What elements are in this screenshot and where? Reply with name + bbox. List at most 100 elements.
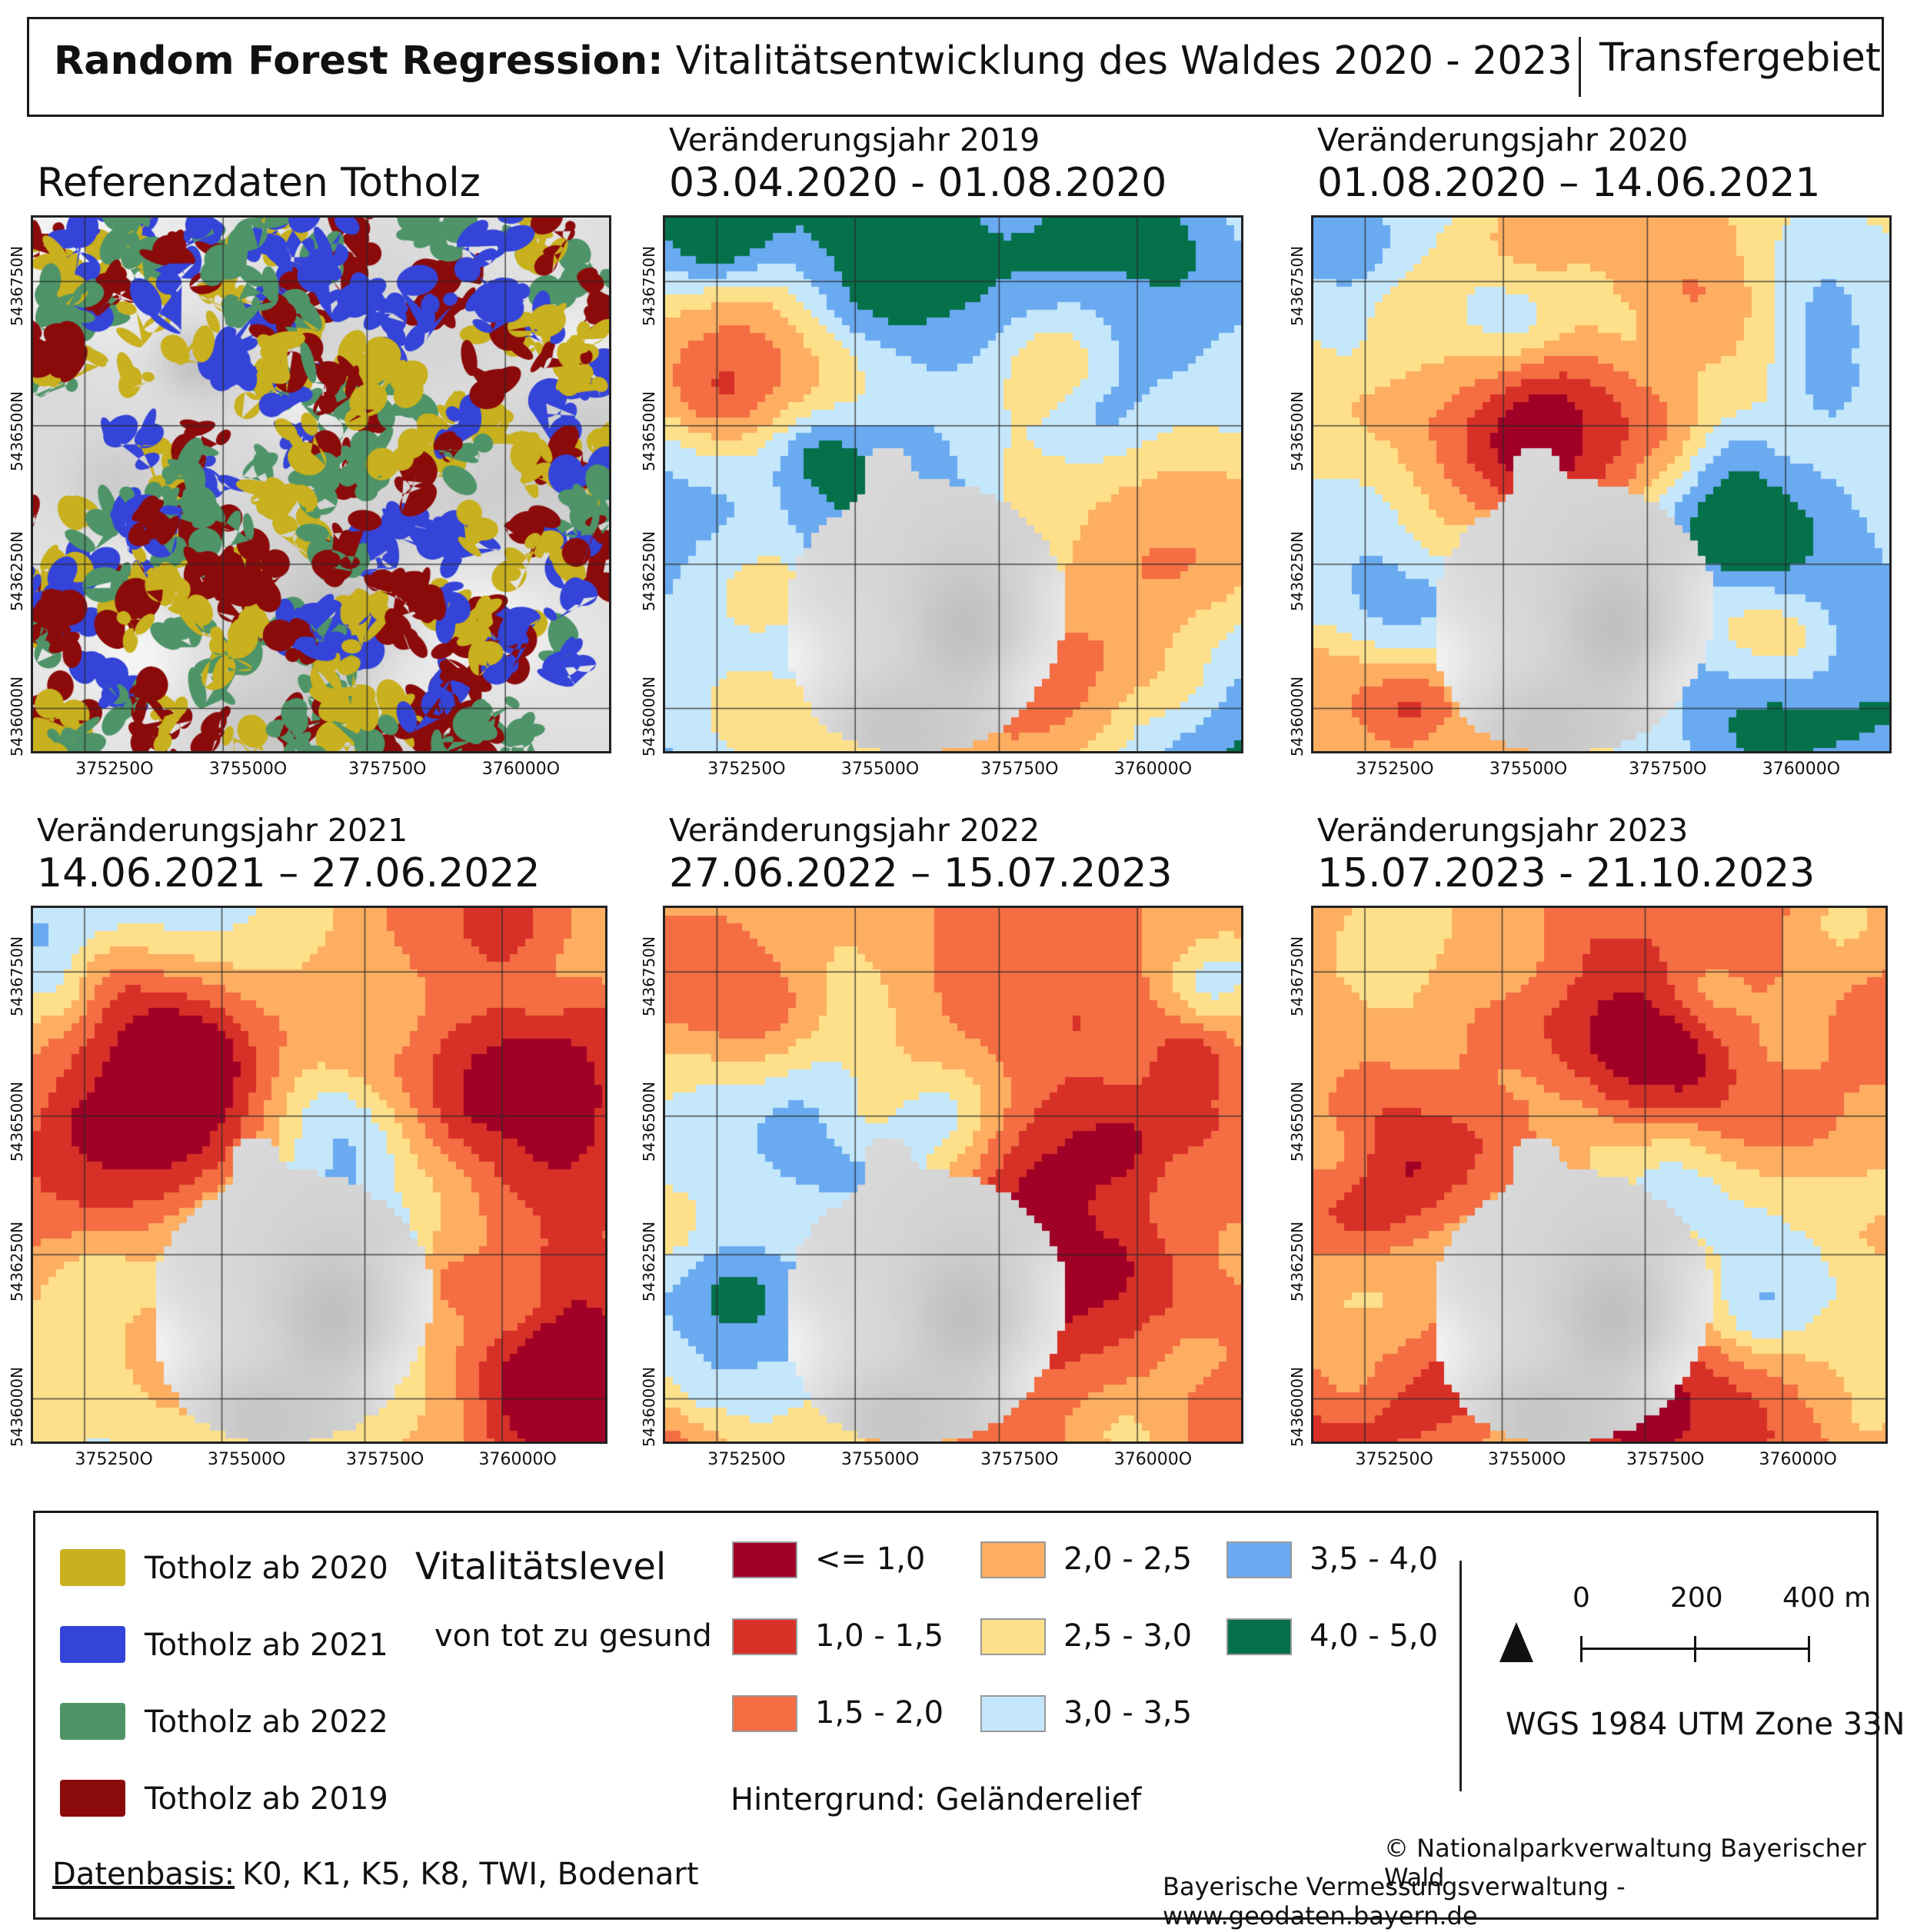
x-tick-label: 375250O [75,760,153,779]
x-tick-label: 375250O [1356,760,1433,779]
vitality-map [1311,906,1888,1444]
x-tick-label: 376000O [1114,760,1192,779]
deadwood-reference-map [31,215,611,753]
deadwood-swatch [60,1703,125,1740]
scale-tick [1580,1636,1583,1662]
deadwood-label: Totholz ab 2019 [145,1781,388,1817]
x-tick-label: 376000O [1114,1450,1192,1469]
scale-label: 200 [1670,1582,1723,1614]
area-label: Transfergebiet [1599,35,1881,81]
x-tick-label: 375250O [707,1450,785,1469]
deadwood-swatch [60,1626,125,1663]
map-date-range: 03.04.2020 - 01.08.2020 [669,160,1166,206]
x-tick-label: 375500O [1489,760,1567,779]
y-tick-label: 5436000N [8,677,26,757]
vitality-class-label: 1,5 - 2,0 [815,1695,944,1731]
y-tick-label: 5436750N [640,246,658,326]
title-separator [1579,37,1581,97]
vitality-class-label: 2,0 - 2,5 [1063,1541,1192,1577]
deadwood-label: Totholz ab 2021 [145,1628,388,1663]
scale-label: 400 m [1782,1582,1871,1614]
y-tick-label: 5436500N [8,391,26,471]
map-period-label: Veränderungsjahr 2019 [669,121,1040,158]
x-tick-label: 375750O [1626,1450,1704,1469]
deadwood-swatch [60,1549,125,1586]
vitality-map [1311,215,1892,753]
x-tick-label: 376000O [1759,1450,1837,1469]
x-tick-label: 376000O [1762,760,1840,779]
map-period-label: Veränderungsjahr 2020 [1317,121,1688,158]
y-tick-label: 5436250N [1288,531,1306,611]
vitality-class-label: 1,0 - 1,5 [815,1618,944,1654]
y-tick-label: 5436750N [8,936,26,1016]
map-date-range: 01.08.2020 – 14.06.2021 [1317,160,1821,206]
vitality-class-swatch [980,1541,1046,1578]
map-date-range: 14.06.2021 – 27.06.2022 [37,850,541,896]
y-tick-label: 5436250N [640,531,658,611]
y-tick-label: 5436000N [8,1367,26,1447]
vitality-subtitle: von tot zu gesund [434,1618,712,1654]
y-tick-label: 5436250N [8,1222,26,1302]
scale-label: 0 [1573,1582,1590,1614]
y-tick-label: 5436250N [640,1222,658,1302]
vitality-class-swatch [980,1695,1046,1732]
vitality-title: Vitalitätslevel [415,1545,666,1588]
map-heading: Referenzdaten Totholz [37,160,481,206]
x-tick-label: 375250O [707,760,785,779]
x-tick-label: 375250O [75,1450,153,1469]
map-date-range: 15.07.2023 - 21.10.2023 [1317,850,1815,896]
vitality-class-swatch [980,1618,1046,1655]
x-tick-label: 375500O [208,1450,285,1469]
vitality-class-label: 2,5 - 3,0 [1063,1618,1192,1654]
y-tick-label: 5436750N [1288,246,1306,326]
map-title: Random Forest Regression: Vitalitätsentw… [54,38,1573,84]
vitality-class-label: 3,0 - 3,5 [1063,1695,1192,1731]
background-note: Hintergrund: Geländerelief [731,1782,1141,1817]
vitality-map [31,906,607,1444]
y-tick-label: 5436500N [8,1082,26,1162]
deadwood-label: Totholz ab 2022 [145,1704,388,1740]
y-tick-label: 5436500N [1288,391,1306,471]
y-tick-label: 5436000N [1288,677,1306,757]
vitality-class-swatch [1226,1541,1292,1578]
x-tick-label: 375750O [346,1450,424,1469]
credit-line: Bayerische Vermessungsverwaltung - www.g… [1163,1872,1907,1930]
vitality-class-swatch [732,1541,797,1578]
y-tick-label: 5436750N [1288,936,1306,1016]
x-tick-label: 375750O [1629,760,1706,779]
x-tick-label: 375500O [1488,1450,1566,1469]
y-tick-label: 5436500N [640,1082,658,1162]
y-tick-label: 5436750N [640,936,658,1016]
x-tick-label: 376000O [482,760,560,779]
scale-tick [1694,1636,1696,1662]
map-date-range: 27.06.2022 – 15.07.2023 [669,850,1173,896]
x-tick-label: 375500O [841,760,919,779]
x-tick-label: 375500O [209,760,287,779]
vitality-class-swatch [732,1695,797,1732]
x-tick-label: 375500O [841,1450,919,1469]
y-tick-label: 5436500N [640,391,658,471]
x-tick-label: 375250O [1356,1450,1433,1469]
y-tick-label: 5436000N [640,677,658,757]
x-tick-label: 375750O [980,760,1058,779]
y-tick-label: 5436500N [1288,1082,1306,1162]
y-tick-label: 5436000N [1288,1367,1306,1447]
vitality-class-swatch [1226,1618,1292,1655]
legend-divider [1459,1561,1462,1791]
y-tick-label: 5436000N [640,1367,658,1447]
x-tick-label: 375750O [348,760,426,779]
vitality-class-swatch [732,1618,797,1655]
scale-tick [1808,1636,1810,1662]
vitality-class-label: 3,5 - 4,0 [1310,1541,1438,1577]
crs-label: WGS 1984 UTM Zone 33N [1506,1707,1905,1742]
x-tick-label: 376000O [479,1450,557,1469]
y-tick-label: 5436750N [8,246,26,326]
map-period-label: Veränderungsjahr 2021 [37,812,408,849]
map-period-label: Veränderungsjahr 2022 [669,812,1040,849]
deadwood-swatch [60,1780,125,1817]
datenbasis-label: Datenbasis: [52,1857,235,1892]
y-tick-label: 5436250N [8,531,26,611]
x-tick-label: 375750O [980,1450,1058,1469]
datenbasis-value: K0, K1, K5, K8, TWI, Bodenart [242,1857,699,1892]
deadwood-label: Totholz ab 2020 [145,1551,388,1586]
